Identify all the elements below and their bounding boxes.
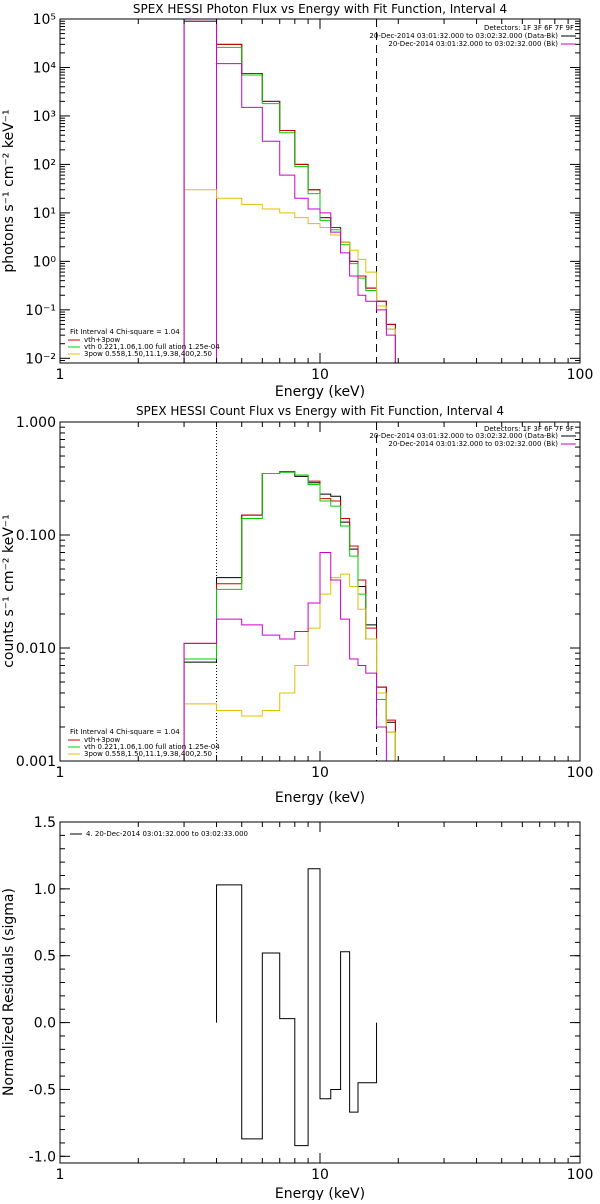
photon-fit-vth: vth 0.221,1.06,1.00 full ation 1.25e-04 — [84, 343, 220, 351]
count-legend-line-bk: 20-Dec-2014 03:01:32.000 to 03:02:32.000… — [388, 440, 558, 448]
count-fit-total: vth+3pow — [84, 736, 120, 744]
residuals-panel: Energy (keV) Normalized Residuals (sigma… — [1, 815, 594, 1202]
photon-y-tick-label: 10⁻² — [25, 351, 56, 367]
photon-x-label: Energy (keV) — [275, 384, 365, 400]
photon-y-tick-label: 10⁻¹ — [25, 303, 56, 319]
count-fit-vth: vth 0.221,1.06,1.00 full ation 1.25e-04 — [84, 743, 220, 751]
photon-fit-pow: 3pow 0.558,1.50,11.1,9.38,400,2.50 — [84, 350, 212, 358]
series-background — [183, 20, 396, 363]
photon-legend-line-bk: 20-Dec-2014 03:01:32.000 to 03:02:32.000… — [388, 40, 558, 48]
photon-legend-line-data: 20-Dec-2014 03:01:32.000 to 03:02:32.000… — [369, 32, 558, 40]
count-x-tick-label: 1 — [56, 765, 65, 781]
photon-fit-header: Fit Interval 4 Chi-square = 1.04 — [70, 328, 180, 336]
residuals-x-tick-label: 10 — [311, 1167, 329, 1183]
residuals-plot-frame — [59, 821, 581, 1164]
count-x-tick-label: 10 — [311, 765, 329, 781]
count-y-tick-label: 0.001 — [16, 754, 56, 770]
residuals-x-label: Energy (keV) — [275, 1186, 365, 1200]
count-x-label: Energy (keV) — [275, 790, 365, 806]
count-plot-frame — [59, 421, 581, 762]
photon-x-tick-label: 1 — [56, 367, 65, 383]
series-observed — [183, 471, 396, 761]
count-y-tick-label: 0.010 — [16, 641, 56, 657]
series-background — [183, 552, 396, 761]
count-legend-line-data: 20-Dec-2014 03:01:32.000 to 03:02:32.000… — [369, 432, 558, 440]
residuals-x-tick-label: 1 — [56, 1167, 65, 1183]
photon-plot-frame — [59, 18, 581, 364]
photon-y-tick-label: 10¹ — [33, 206, 56, 222]
photon-y-tick-label: 10² — [33, 157, 56, 173]
photon-x-tick-label: 100 — [567, 367, 594, 383]
residuals-y-tick-label: -0.5 — [29, 1082, 56, 1098]
count-y-label: counts s⁻¹ cm⁻² keV⁻¹ — [1, 514, 17, 668]
count-axes: 1 10 100 0.001 0.010 0.100 1.000 — [16, 415, 593, 781]
residuals-y-tick-label: 0.0 — [34, 1016, 56, 1032]
photon-y-tick-label: 10⁰ — [33, 254, 57, 270]
count-legend-header: Detectors: 1F 3F 6F 7F 9F — [484, 425, 574, 433]
residuals-y-label: Normalized Residuals (sigma) — [1, 888, 17, 1096]
photon-y-tick-label: 10⁴ — [33, 60, 57, 76]
residuals-axes: 1 10 100 -1.0 -0.5 0.0 0.5 1.0 1.5 — [29, 815, 594, 1183]
series-observed — [183, 20, 396, 363]
photon-y-tick-label: 10⁵ — [33, 12, 56, 28]
residuals-y-tick-label: 1.5 — [34, 815, 56, 831]
photon-x-tick-label: 10 — [311, 367, 329, 383]
count-x-tick-label: 100 — [567, 765, 594, 781]
residuals-y-tick-label: -1.0 — [29, 1149, 56, 1165]
series-vth-3pow — [183, 470, 396, 761]
count-fit-pow: 3pow 0.558,1.50,11.1,9.38,400,2.50 — [84, 750, 212, 758]
photon-plot-area — [183, 19, 396, 363]
residuals-x-tick-label: 100 — [567, 1167, 594, 1183]
count-plot-area — [183, 422, 396, 761]
series-vth — [183, 471, 396, 761]
count-y-tick-label: 0.100 — [16, 528, 56, 544]
series-residuals — [216, 868, 378, 1147]
photon-panel-title: SPEX HESSI Photon Flux vs Energy with Fi… — [133, 2, 507, 16]
series-vth-3pow — [183, 20, 396, 363]
photon-y-label: photons s⁻¹ cm⁻² keV⁻¹ — [1, 109, 17, 272]
residuals-plot-area — [216, 868, 378, 1147]
photon-y-tick-label: 10³ — [33, 109, 56, 125]
residuals-y-tick-label: 0.5 — [34, 949, 56, 965]
photon-legend-header: Detectors: 1F 3F 6F 7F 9F — [484, 24, 574, 32]
photon-fit-total: vth+3pow — [84, 336, 120, 344]
residuals-legend: 4. 20-Dec-2014 03:01:32.000 to 03:02:33.… — [86, 830, 248, 838]
photon-flux-panel: SPEX HESSI Photon Flux vs Energy with Fi… — [1, 2, 593, 400]
series-3pow — [183, 573, 396, 761]
series-vth — [183, 20, 396, 363]
count-flux-panel: SPEX HESSI Count Flux vs Energy with Fit… — [1, 404, 593, 806]
series-3pow — [183, 189, 396, 363]
photon-axes: 1 10 100 10⁻² 10⁻¹ 10⁰ 10¹ 10² 10³ 10⁴ 10⁵ — [25, 12, 593, 383]
count-y-tick-label: 1.000 — [16, 415, 56, 431]
count-panel-title: SPEX HESSI Count Flux vs Energy with Fit… — [136, 404, 504, 418]
count-fit-header: Fit Interval 4 Chi-square = 1.04 — [70, 728, 180, 736]
residuals-y-tick-label: 1.0 — [34, 882, 56, 898]
